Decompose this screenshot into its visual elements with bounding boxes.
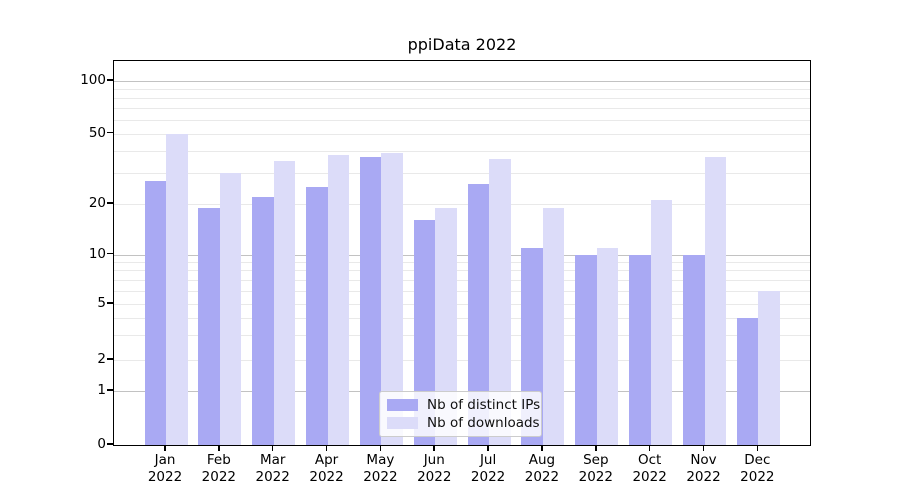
bar-downloads-feb (219, 172, 242, 445)
gridline-8 (114, 270, 810, 272)
x-tick-mark-jan (164, 446, 166, 451)
x-tick-label-oct: Oct 2022 (632, 452, 667, 485)
legend-item-distinct-ips: Nb of distinct IPs (387, 397, 540, 413)
x-tick-label-apr: Apr 2022 (309, 452, 344, 485)
bar-downloads-aug (542, 207, 565, 445)
bar-downloads-apr (327, 154, 350, 445)
gridline-40 (114, 150, 810, 152)
x-tick-mark-may (379, 446, 382, 451)
bar-ips-apr (306, 186, 328, 445)
y-tick-label-10: 10 (88, 245, 106, 262)
gridline-9 (114, 262, 810, 264)
x-tick-mark-aug (541, 446, 543, 451)
bar-ips-nov (683, 254, 705, 445)
y-tick-mark-100 (107, 79, 113, 81)
bar-ips-feb (198, 207, 220, 445)
x-tick-mark-sep (595, 446, 597, 451)
y-tick-mark-50 (107, 131, 113, 134)
legend-swatch-downloads (387, 417, 418, 429)
y-tick-label-5: 5 (97, 295, 106, 311)
gridline-3 (114, 335, 810, 337)
x-tick-mark-oct (648, 446, 651, 451)
x-tick-label-jan: Jan 2022 (147, 452, 183, 485)
bar-downloads-sep (596, 247, 619, 445)
x-tick-label-jul: Jul 2022 (470, 452, 506, 485)
y-tick-label-2: 2 (97, 351, 106, 367)
x-tick-mark-nov (702, 446, 705, 451)
gridline-4 (114, 317, 810, 319)
x-tick-mark-apr (325, 446, 328, 451)
y-tick-label-100: 100 (80, 72, 106, 88)
gridline-30 (114, 172, 810, 174)
bar-downloads-jul (489, 158, 511, 445)
gridline-6 (114, 290, 810, 292)
gridline-5 (114, 304, 810, 305)
x-tick-label-sep: Sep 2022 (578, 452, 613, 485)
x-tick-label-nov: Nov 2022 (686, 452, 721, 485)
gridline-80 (114, 97, 810, 99)
x-tick-label-mar: Mar 2022 (255, 452, 290, 485)
y-tick-label-20: 20 (88, 195, 106, 211)
y-tick-mark-20 (107, 202, 113, 204)
x-tick-label-jun: Jun 2022 (417, 452, 452, 485)
y-tick-label-1: 1 (97, 382, 106, 398)
legend-label-distinct-ips: Nb of distinct IPs (427, 397, 541, 413)
bar-ips-dec (736, 317, 759, 445)
x-tick-mark-dec (756, 446, 759, 451)
bar-ips-mar (252, 196, 274, 445)
gridline-50 (114, 133, 810, 135)
bar-downloads-nov (704, 156, 726, 445)
bar-downloads-oct (650, 200, 673, 445)
y-tick-mark-1 (107, 389, 113, 391)
y-tick-label-50: 50 (88, 124, 106, 141)
gridline-2 (114, 360, 810, 361)
x-tick-label-dec: Dec 2022 (740, 452, 775, 485)
gridline-7 (114, 279, 810, 281)
x-tick-mark-jul (487, 446, 489, 451)
bar-downloads-jan (166, 133, 188, 445)
x-tick-mark-jun (433, 446, 436, 451)
bar-downloads-may (381, 152, 403, 445)
gridline-10 (114, 254, 810, 256)
legend-swatch-distinct-ips (387, 399, 418, 411)
bar-downloads-jun (435, 207, 457, 445)
gridline-90 (114, 88, 810, 90)
y-tick-mark-0 (107, 443, 113, 445)
y-tick-label-0: 0 (97, 436, 106, 452)
bar-downloads-mar (273, 160, 296, 445)
y-tick-mark-5 (107, 302, 113, 304)
bar-ips-jan (144, 180, 166, 445)
gridline-70 (114, 108, 810, 109)
gridline-20 (114, 204, 810, 205)
plot-area (113, 60, 811, 446)
legend-label-downloads: Nb of downloads (427, 415, 540, 431)
y-tick-mark-10 (107, 252, 113, 255)
gridline-100 (114, 81, 810, 82)
y-tick-mark-2 (107, 358, 113, 360)
bar-ips-sep (575, 254, 597, 445)
x-tick-label-feb: Feb 2022 (201, 452, 237, 485)
x-tick-mark-mar (271, 446, 274, 451)
legend-item-downloads: Nb of downloads (387, 415, 540, 431)
bar-ips-jun (413, 220, 436, 445)
bar-ips-oct (629, 254, 651, 445)
gridline-60 (114, 119, 810, 121)
bar-downloads-dec (758, 290, 780, 445)
bar-ips-may (359, 156, 382, 445)
x-tick-label-may: May 2022 (363, 452, 398, 485)
chart-title: ppiData 2022 (407, 35, 517, 54)
x-tick-mark-feb (218, 446, 220, 451)
bar-ips-jul (467, 183, 490, 445)
legend: Nb of distinct IPs Nb of downloads (379, 391, 542, 437)
x-tick-label-aug: Aug 2022 (524, 452, 560, 485)
